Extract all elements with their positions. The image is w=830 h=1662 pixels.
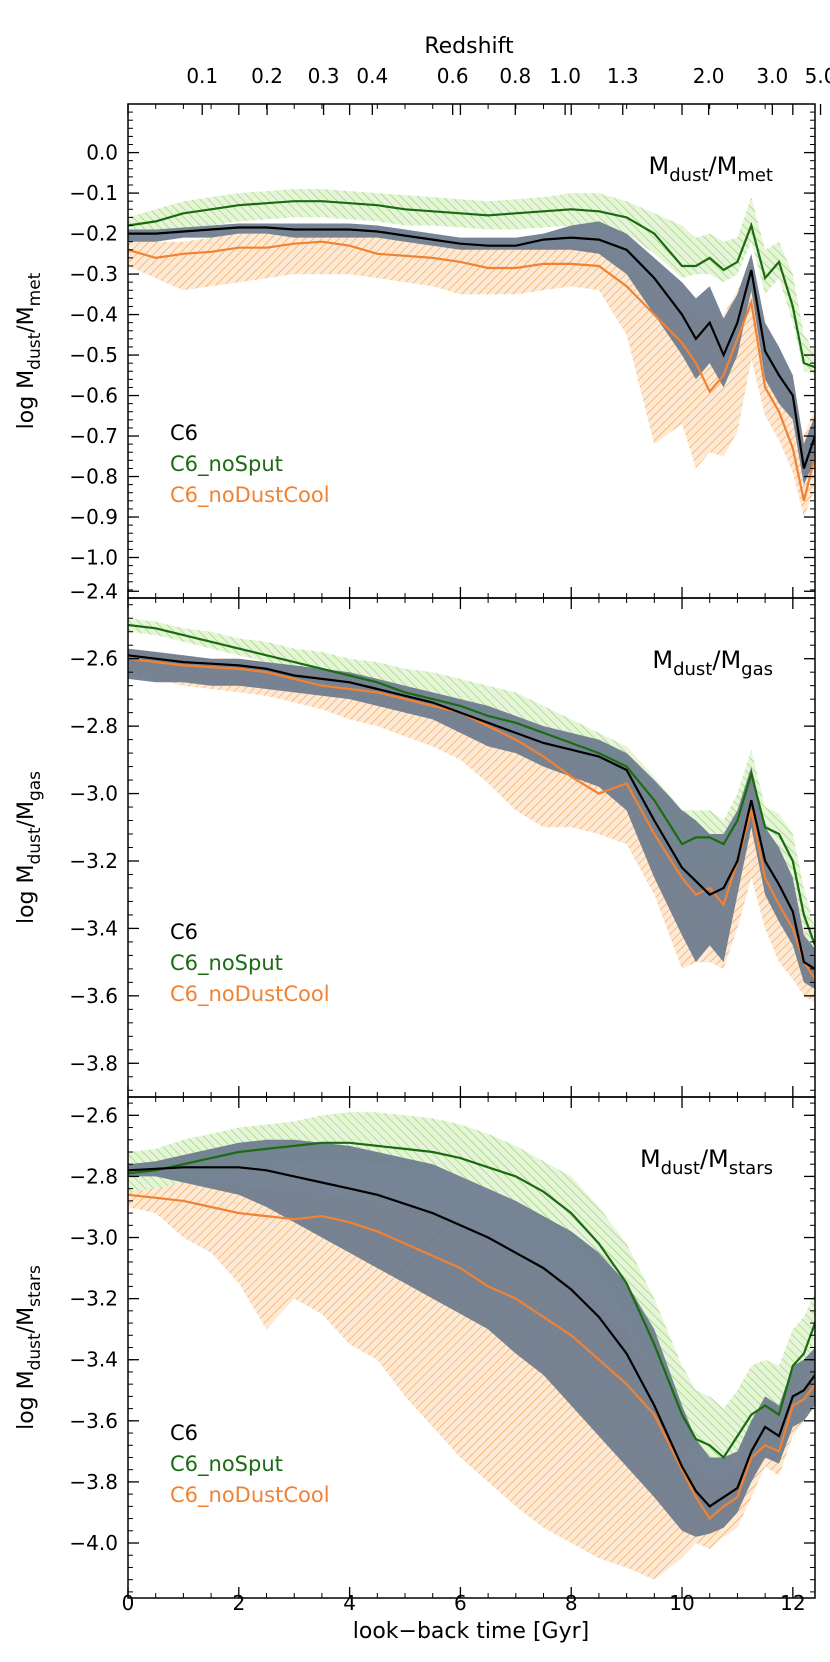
redshift-tick-label: 3.0 xyxy=(756,64,788,88)
y-tick-label: −3.0 xyxy=(69,782,118,806)
y-tick-label: −2.6 xyxy=(69,1103,118,1127)
y-tick-label: −0.1 xyxy=(69,181,118,205)
redshift-tick-label: 0.1 xyxy=(186,64,218,88)
line-c6-nodustcool xyxy=(128,1193,815,1521)
redshift-axis-title: Redshift xyxy=(424,34,514,59)
y-tick-label: −2.8 xyxy=(69,714,118,738)
panel-1: 0.0 −0.1 −0.2 −0.3 −0.4 −0.5 −0.6 −0.7 −0.8 −0.9 −… xyxy=(14,103,816,599)
y-tick-label: −3.2 xyxy=(69,849,118,873)
panel-quantity-label: Mdust/Mmet xyxy=(649,152,773,186)
y-tick-label: −3.4 xyxy=(69,1348,118,1372)
legend-entry: C6_noSput xyxy=(170,452,283,477)
panel-quantity-label: Mdust/Mgas xyxy=(652,646,773,680)
y-tick-label: −0.3 xyxy=(69,262,118,286)
x-tick-label: 2 xyxy=(232,1591,245,1615)
y-tick-label: −2.8 xyxy=(69,1164,118,1188)
y-tick-label: −3.6 xyxy=(69,984,118,1008)
legend-entry: C6 xyxy=(170,920,198,944)
y-tick-label: −0.6 xyxy=(69,384,118,408)
line-c6-nosput xyxy=(128,200,815,369)
x-tick-label: 0 xyxy=(122,1591,135,1615)
redshift-tick-label: 0.4 xyxy=(356,64,388,88)
legend: C6 C6_noSput C6_noDustCool xyxy=(170,920,330,1007)
redshift-tick-label: 0.8 xyxy=(499,64,531,88)
band-c6 xyxy=(128,1139,815,1537)
y-axis-title: log Mdust/Mmet xyxy=(14,272,45,429)
y-tick-label: −3.2 xyxy=(69,1287,118,1311)
y-tick-label: −0.7 xyxy=(69,424,118,448)
legend-entry: C6 xyxy=(170,421,198,445)
x-tick-label: 4 xyxy=(343,1591,356,1615)
line-c6 xyxy=(128,1166,815,1508)
panel-2: −2.4 −2.6 −2.8 −3.0 −3.2 −3.4 −3.6 −3.8 log Mdus… xyxy=(14,579,816,1098)
band-c6-nosput xyxy=(128,189,815,376)
legend-entry: C6_noDustCool xyxy=(170,483,330,508)
line-c6-nodustcool xyxy=(128,240,815,502)
redshift-tick-label: 1.3 xyxy=(607,64,639,88)
redshift-axis: Redshift 0.1 0.2 0.3 0.4 0.6 0.8 1.0 1.3 2.0 3.0 5… xyxy=(186,34,830,115)
band-c6-nosput xyxy=(128,618,815,959)
plot-area xyxy=(128,1112,815,1580)
line-c6-nosput xyxy=(128,623,815,946)
redshift-tick-label: 0.6 xyxy=(437,64,469,88)
y-tick-label: −2.6 xyxy=(69,647,118,671)
x-tick-label: 12 xyxy=(780,1591,805,1615)
legend-entry: C6_noDustCool xyxy=(170,1483,330,1508)
plot-area xyxy=(128,618,815,1003)
y-tick-label: −3.8 xyxy=(69,1051,118,1075)
line-c6 xyxy=(128,654,815,970)
redshift-tick-label: 5.0 xyxy=(805,64,830,88)
x-tick-label: 6 xyxy=(454,1591,467,1615)
redshift-tick-label: 0.2 xyxy=(251,64,283,88)
line-c6-nosput xyxy=(128,1141,815,1460)
legend-entry: C6_noSput xyxy=(170,951,283,976)
panel-3: −2.6 −2.8 −3.0 −3.2 −3.4 −3.6 −3.8 −4.0 log Mdus… xyxy=(14,1096,816,1599)
redshift-tick-label: 1.0 xyxy=(549,64,581,88)
y-tick-label: −4.0 xyxy=(69,1531,118,1555)
y-tick-label: −0.5 xyxy=(69,343,118,367)
redshift-tick-label: 2.0 xyxy=(693,64,725,88)
y-tick-label: −2.4 xyxy=(69,579,118,603)
band-c6 xyxy=(128,221,815,485)
y-tick-label: −3.6 xyxy=(69,1409,118,1433)
y-tick-label: −0.4 xyxy=(69,303,118,327)
legend-entry: C6_noDustCool xyxy=(170,982,330,1007)
x-tick-label: 8 xyxy=(565,1591,578,1615)
y-tick-label: 0.0 xyxy=(86,141,118,165)
legend-entry: C6_noSput xyxy=(170,1452,283,1477)
y-tick-label: −3.0 xyxy=(69,1226,118,1250)
x-tick-label: 10 xyxy=(669,1591,694,1615)
y-axis-title: log Mdust/Mgas xyxy=(14,771,45,924)
panel-quantity-label: Mdust/Mstars xyxy=(640,1145,773,1179)
lookback-time-axis: look−back time [Gyr] 0 2 4 6 8 10 12 xyxy=(122,1591,806,1644)
legend: C6 C6_noSput C6_noDustCool xyxy=(170,421,330,508)
band-c6-nodustcool xyxy=(128,229,815,517)
legend-entry: C6 xyxy=(170,1421,198,1445)
redshift-tick-label: 0.3 xyxy=(308,64,340,88)
y-tick-label: −3.8 xyxy=(69,1470,118,1494)
legend: C6 C6_noSput C6_noDustCool xyxy=(170,1421,330,1508)
x-axis-title: look−back time [Gyr] xyxy=(353,1619,589,1644)
line-c6 xyxy=(128,226,815,469)
y-tick-label: −0.2 xyxy=(69,222,118,246)
y-tick-label: −1.0 xyxy=(69,546,118,570)
line-c6-nodustcool xyxy=(128,657,815,980)
y-tick-label: −0.9 xyxy=(69,505,118,529)
y-axis-title: log Mdust/Mstars xyxy=(14,1265,45,1430)
y-tick-label: −3.4 xyxy=(69,916,118,940)
plot-area xyxy=(128,189,815,517)
y-tick-label: −0.8 xyxy=(69,465,118,489)
